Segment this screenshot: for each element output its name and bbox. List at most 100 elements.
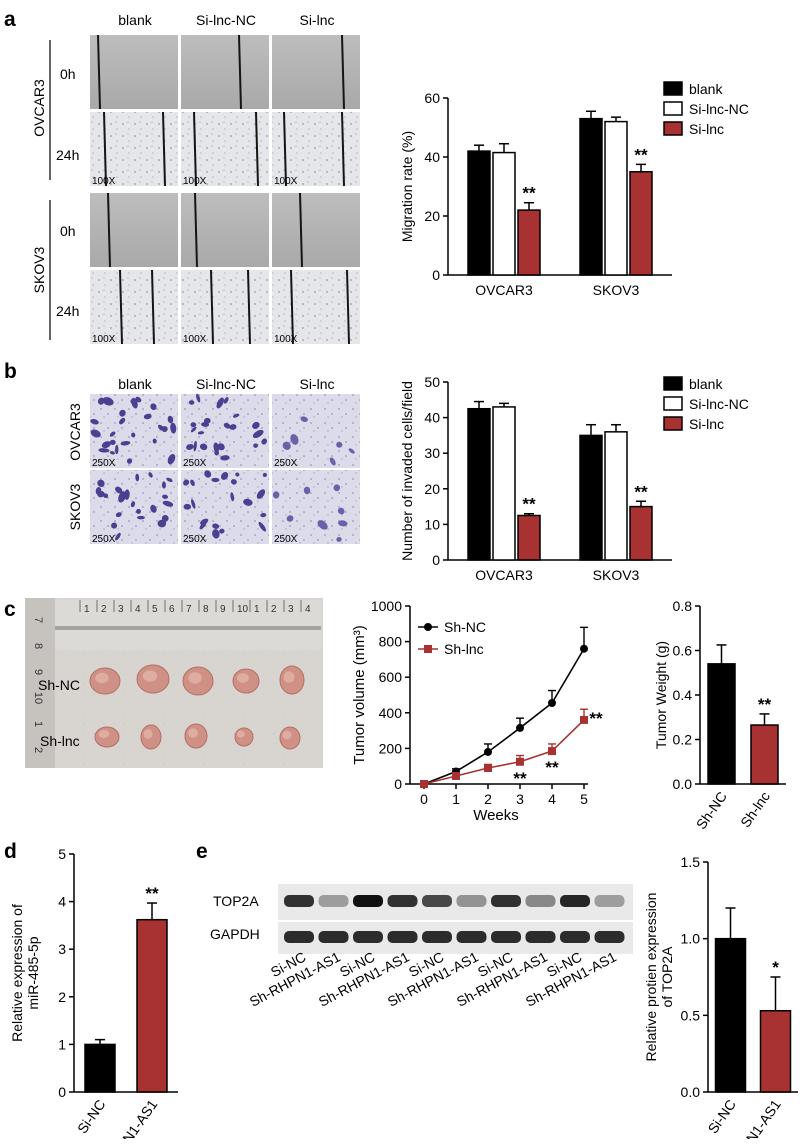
invaded-cell xyxy=(229,424,237,430)
tumor-specimens xyxy=(89,664,305,750)
y-tick-label: 60 xyxy=(424,90,440,106)
invaded-cell xyxy=(260,512,267,518)
blot-bands xyxy=(284,895,625,943)
bar xyxy=(84,1043,116,1093)
ruler-number: 1 xyxy=(254,604,260,615)
y-axis-label: Tumor Weight (g) xyxy=(653,641,669,749)
invaded-cell xyxy=(136,508,142,514)
invaded-cell xyxy=(161,514,169,522)
invaded-cell xyxy=(230,479,237,485)
top2a-band xyxy=(525,895,556,907)
scratch-edge xyxy=(194,192,198,268)
invaded-cell xyxy=(336,536,342,542)
invaded-cell xyxy=(337,507,345,515)
invaded-cell xyxy=(286,515,294,522)
invaded-cell xyxy=(109,439,116,445)
invaded-cell xyxy=(223,397,229,404)
invaded-cell xyxy=(115,512,122,518)
y-tick-label: 0 xyxy=(432,267,440,283)
significance-marker: ** xyxy=(634,145,648,164)
panel-b-row-skov3: SKOV3 xyxy=(67,483,83,530)
bar xyxy=(579,434,603,561)
x-tick-label: Si-NC xyxy=(74,1097,109,1137)
tumor-highlight xyxy=(95,672,109,684)
magnification-label: 250X xyxy=(92,458,116,469)
invaded-cell xyxy=(336,441,343,448)
panel-a-col-blank: blank xyxy=(118,12,152,28)
bar xyxy=(604,431,628,561)
invaded-cell xyxy=(109,451,116,455)
invaded-cell xyxy=(203,417,211,424)
legend-marker xyxy=(424,623,432,631)
series-line xyxy=(423,719,585,785)
invaded-cell xyxy=(124,489,130,500)
invasion-chart: 0 10 20 30 40 50 Number of invaded cells/field… xyxy=(399,374,749,583)
magnification-label: 100X xyxy=(183,176,207,187)
invaded-cell xyxy=(220,471,229,480)
y-axis-label: of TOP2A xyxy=(659,946,675,1008)
wound-image xyxy=(90,193,178,267)
y-tick-label: 1.5 xyxy=(681,854,701,870)
y-axis-label: Relative expression of xyxy=(9,904,25,1042)
invaded-cell xyxy=(101,441,111,449)
x-tick-label: Sh-lnc xyxy=(737,789,773,831)
scratch-edge xyxy=(97,34,101,110)
invaded-cell xyxy=(157,424,165,431)
significance-marker: ** xyxy=(758,695,772,714)
top2a-band xyxy=(353,895,383,907)
ruler-number: 8 xyxy=(203,604,209,615)
tumor xyxy=(234,727,254,747)
y-tick-label: 0 xyxy=(58,1084,66,1100)
gapdh-band xyxy=(387,931,418,943)
y-tick-label: 1.0 xyxy=(681,931,701,947)
invaded-cell xyxy=(338,520,348,527)
invaded-cell xyxy=(119,417,126,425)
y-tick-label: 40 xyxy=(424,410,440,426)
magnification-label: 250X xyxy=(274,534,298,545)
ruler-number: 2 xyxy=(271,604,277,615)
panel-b-col-blank: blank xyxy=(118,376,152,392)
legend-marker xyxy=(424,645,432,653)
top2a-chart: 0.0 0.5 1.0 1.5 Relative protien expression o… xyxy=(643,854,798,1144)
invaded-cell xyxy=(167,415,174,424)
ruler-side-number: 1 xyxy=(32,721,44,727)
panel-b-column-labels: blank Si-lnc-NC Si-lnc xyxy=(118,376,334,392)
significance-marker: * xyxy=(772,958,779,977)
y-tick-label: 200 xyxy=(379,740,403,756)
significance-marker: ** xyxy=(145,884,159,903)
invaded-cell xyxy=(317,520,328,530)
invaded-cell xyxy=(333,484,341,492)
invaded-cell xyxy=(115,486,123,494)
invaded-cell xyxy=(212,523,220,529)
invaded-cell xyxy=(191,499,196,509)
ruler-number: 10 xyxy=(237,604,249,615)
invaded-cell xyxy=(131,432,136,438)
tumor-weight-chart: 0.0 0.2 0.4 0.6 0.8 Tumor Weight (g) Sh-NC ** Sh… xyxy=(653,598,786,832)
legend-swatch xyxy=(663,376,683,391)
invaded-cell xyxy=(200,518,209,525)
panel-a-row-skov3: SKOV3 xyxy=(31,246,47,293)
significance-marker: ** xyxy=(513,769,527,788)
tumor-highlight xyxy=(283,671,295,683)
series-line xyxy=(423,648,585,785)
wound-image xyxy=(181,193,269,267)
data-point xyxy=(516,757,524,766)
top2a-band xyxy=(387,895,418,907)
magnification-label: 250X xyxy=(183,458,207,469)
data-point xyxy=(548,747,556,756)
y-axis-label: Number of invaded cells/field xyxy=(399,381,415,561)
x-axis-label: Weeks xyxy=(473,807,519,824)
invaded-cell xyxy=(230,492,235,502)
magnification-label: 100X xyxy=(183,334,207,345)
ruler-side: 7 8 9 10 1 2 xyxy=(32,617,44,753)
ruler-side-number: 10 xyxy=(32,692,44,704)
ruler-number: 6 xyxy=(169,604,175,615)
invaded-cell xyxy=(261,438,268,445)
gapdh-band xyxy=(491,931,521,943)
top2a-band xyxy=(456,895,487,907)
panel-b-row-ovcar3: OVCAR3 xyxy=(67,403,83,461)
y-tick-label: 1 xyxy=(58,1036,66,1052)
invaded-cell xyxy=(204,470,212,478)
ruler-number: 9 xyxy=(220,604,226,615)
bar xyxy=(629,171,653,276)
